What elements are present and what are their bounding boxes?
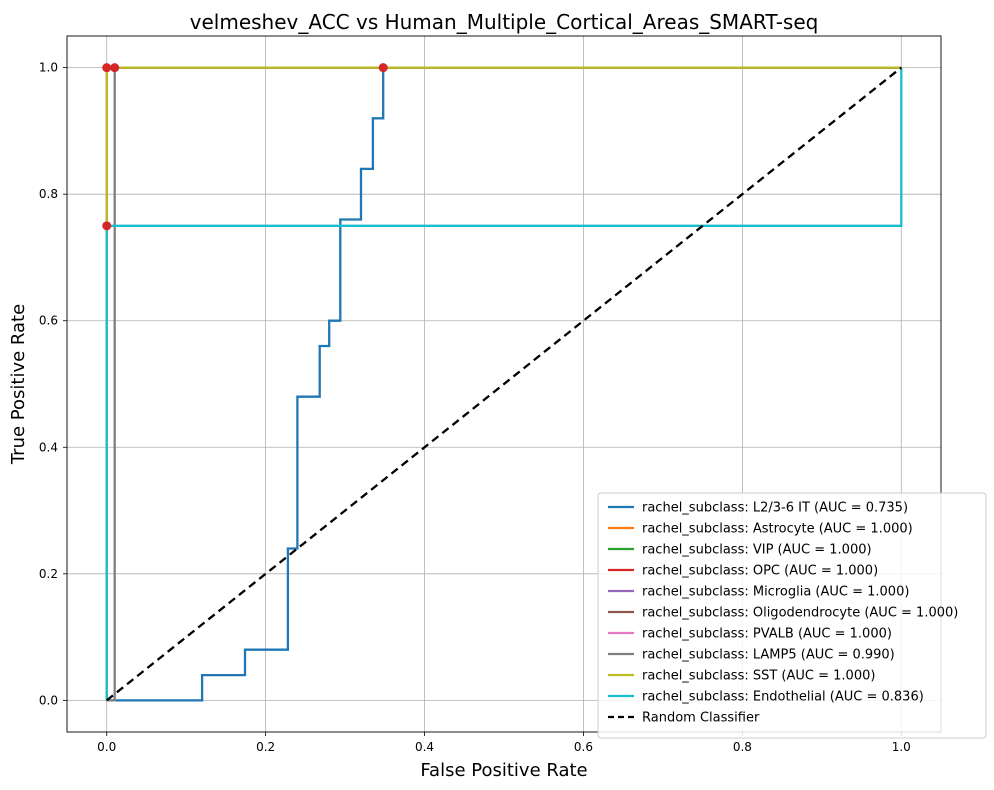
legend-label-4: rachel_subclass: Microglia (AUC = 1.000) — [642, 585, 909, 600]
series-line-9 — [105, 67, 903, 701]
plot-frame — [66, 35, 942, 733]
chart-title: velmeshev_ACC vs Human_Multiple_Cortical… — [190, 10, 819, 34]
x-tick-label: 0.2 — [256, 740, 275, 754]
y-axis-label: True Positive Rate — [8, 304, 29, 465]
threshold-marker — [110, 63, 120, 73]
x-tick-label: 0.6 — [574, 740, 593, 754]
y-tick-label: 0.8 — [39, 187, 58, 201]
legend-label-9: rachel_subclass: Endothelial (AUC = 0.83… — [642, 690, 924, 705]
y-tick-label: 0.2 — [39, 567, 58, 581]
y-tick-label: 0.4 — [39, 440, 58, 454]
legend-label-2: rachel_subclass: VIP (AUC = 1.000) — [642, 543, 872, 558]
legend-label-1: rachel_subclass: Astrocyte (AUC = 1.000) — [642, 522, 913, 537]
legend-label-7: rachel_subclass: LAMP5 (AUC = 0.990) — [642, 648, 895, 663]
series-line-0 — [106, 66, 902, 702]
y-tick-label: 0.0 — [39, 693, 58, 707]
threshold-marker — [102, 63, 112, 73]
legend-label-0: rachel_subclass: L2/3-6 IT (AUC = 0.735) — [642, 501, 908, 516]
legend-label-8: rachel_subclass: SST (AUC = 1.000) — [642, 669, 875, 684]
y-tick-label: 1.0 — [39, 61, 58, 75]
y-tick-label: 0.6 — [39, 314, 58, 328]
x-tick-label: 0.0 — [97, 740, 116, 754]
legend-box — [597, 492, 987, 739]
x-tick-label: 0.8 — [733, 740, 752, 754]
series-line-10 — [105, 66, 903, 702]
x-tick-label: 0.4 — [415, 740, 434, 754]
threshold-marker — [378, 63, 388, 73]
legend-label-10: Random Classifier — [642, 711, 760, 726]
legend-label-5: rachel_subclass: Oligodendrocyte (AUC = … — [642, 606, 958, 621]
x-tick-label: 1.0 — [892, 740, 911, 754]
x-axis-label: False Positive Rate — [420, 760, 587, 781]
legend-label-6: rachel_subclass: PVALB (AUC = 1.000) — [642, 627, 892, 642]
threshold-marker — [102, 221, 112, 231]
legend-label-3: rachel_subclass: OPC (AUC = 1.000) — [642, 564, 878, 579]
